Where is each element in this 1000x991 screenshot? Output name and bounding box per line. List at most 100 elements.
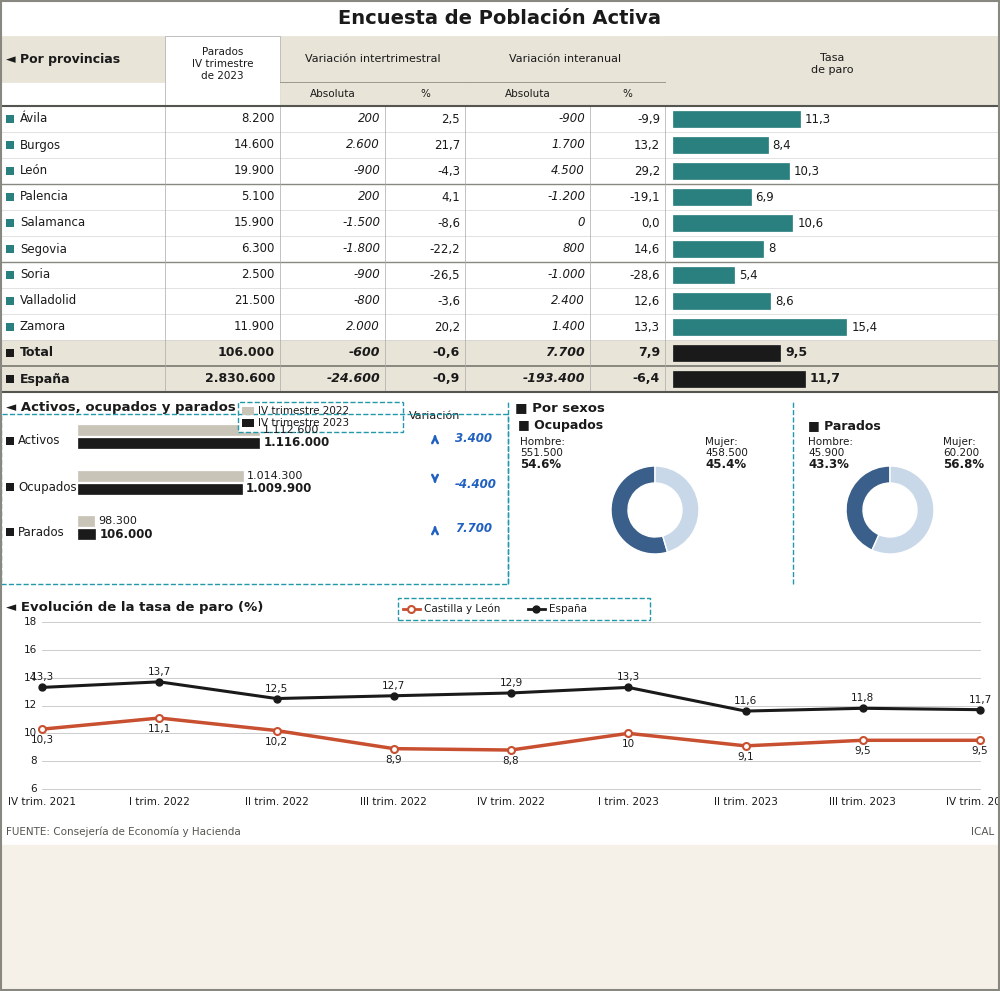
Text: Variación intertrimestral: Variación intertrimestral xyxy=(305,54,440,64)
Bar xyxy=(0,158,1000,184)
Text: IV trimestre 2022: IV trimestre 2022 xyxy=(258,406,349,416)
Bar xyxy=(6,323,14,331)
Text: 6.300: 6.300 xyxy=(242,243,275,256)
Text: 1.112.600: 1.112.600 xyxy=(263,425,319,435)
Text: -9,9: -9,9 xyxy=(637,113,660,126)
Text: 4.500: 4.500 xyxy=(551,165,585,177)
Text: 10,3: 10,3 xyxy=(30,735,54,745)
Text: 18: 18 xyxy=(24,617,37,627)
Text: %: % xyxy=(420,89,430,99)
Text: %: % xyxy=(623,89,632,99)
Bar xyxy=(0,36,1000,436)
Bar xyxy=(6,245,14,253)
Bar xyxy=(6,167,14,175)
Text: 8.200: 8.200 xyxy=(242,113,275,126)
Text: -0,6: -0,6 xyxy=(433,347,460,360)
Wedge shape xyxy=(611,466,668,554)
Bar xyxy=(0,340,1000,366)
Text: Parados: Parados xyxy=(18,525,65,538)
Text: 2.000: 2.000 xyxy=(346,320,380,334)
Bar xyxy=(78,529,95,539)
Text: Variación: Variación xyxy=(409,411,461,421)
Text: I trim. 2022: I trim. 2022 xyxy=(129,797,190,807)
Text: 60.200: 60.200 xyxy=(943,448,979,458)
Text: -19,1: -19,1 xyxy=(629,190,660,203)
Text: Absoluta: Absoluta xyxy=(505,89,550,99)
Text: Segovia: Segovia xyxy=(20,243,67,256)
Bar xyxy=(6,349,14,357)
Text: 10: 10 xyxy=(622,739,635,749)
Bar xyxy=(6,375,14,383)
Text: -22,2: -22,2 xyxy=(429,243,460,256)
Bar xyxy=(6,271,14,279)
Bar xyxy=(673,111,800,127)
Text: -800: -800 xyxy=(353,294,380,307)
Text: 7.700: 7.700 xyxy=(545,347,585,360)
Text: 8: 8 xyxy=(768,243,775,256)
Bar xyxy=(280,82,465,106)
Text: 9,5: 9,5 xyxy=(785,347,807,360)
Bar xyxy=(6,219,14,227)
Text: Hombre:: Hombre: xyxy=(808,437,853,447)
Bar xyxy=(0,36,1000,82)
Bar xyxy=(78,484,242,494)
Text: -1.500: -1.500 xyxy=(342,216,380,230)
Bar xyxy=(6,115,14,123)
Text: ■ Ocupados: ■ Ocupados xyxy=(518,419,603,432)
Text: Ávila: Ávila xyxy=(20,113,48,126)
Text: 7,9: 7,9 xyxy=(638,347,660,360)
Bar xyxy=(6,483,14,491)
Text: 29,2: 29,2 xyxy=(634,165,660,177)
Text: 14.600: 14.600 xyxy=(234,139,275,152)
Text: 12,5: 12,5 xyxy=(265,684,288,694)
Text: 11,7: 11,7 xyxy=(810,373,841,385)
Text: 21,7: 21,7 xyxy=(434,139,460,152)
Text: 14: 14 xyxy=(24,673,37,683)
Text: 2.830.600: 2.830.600 xyxy=(205,373,275,385)
Text: 200: 200 xyxy=(358,190,380,203)
Text: 20,2: 20,2 xyxy=(434,320,460,334)
Bar xyxy=(0,392,1000,588)
Text: Absoluta: Absoluta xyxy=(310,89,355,99)
Text: Mujer:: Mujer: xyxy=(705,437,738,447)
Text: Hombre:: Hombre: xyxy=(520,437,565,447)
Bar xyxy=(6,437,14,445)
Text: 1.116.000: 1.116.000 xyxy=(263,436,330,450)
Text: IV trim. 2022: IV trim. 2022 xyxy=(477,797,545,807)
Text: 4,1: 4,1 xyxy=(441,190,460,203)
Text: 43.3%: 43.3% xyxy=(808,458,849,471)
Text: ◄ Por provincias: ◄ Por provincias xyxy=(6,53,120,65)
Text: 13,3: 13,3 xyxy=(634,320,660,334)
Text: 13,7: 13,7 xyxy=(148,667,171,677)
Bar xyxy=(165,36,280,106)
Text: IV trim. 2023: IV trim. 2023 xyxy=(946,797,1000,807)
Text: 800: 800 xyxy=(562,243,585,256)
Text: Encuesta de Población Activa: Encuesta de Población Activa xyxy=(338,9,662,28)
Bar xyxy=(0,132,1000,158)
Text: -193.400: -193.400 xyxy=(522,373,585,385)
Text: 12,9: 12,9 xyxy=(499,678,523,688)
Text: IV trim. 2021: IV trim. 2021 xyxy=(8,797,76,807)
Bar xyxy=(0,106,1000,132)
Text: Ocupados: Ocupados xyxy=(18,481,77,494)
Text: -26,5: -26,5 xyxy=(430,269,460,281)
Text: III trim. 2023: III trim. 2023 xyxy=(829,797,896,807)
Bar xyxy=(78,471,243,481)
Text: ICAL: ICAL xyxy=(971,827,994,837)
Text: 8,8: 8,8 xyxy=(503,756,519,766)
Text: Burgos: Burgos xyxy=(20,139,61,152)
Bar xyxy=(6,297,14,305)
Text: 106.000: 106.000 xyxy=(218,347,275,360)
Text: -4.400: -4.400 xyxy=(455,478,497,491)
Bar xyxy=(78,425,259,435)
Text: 1.009.900: 1.009.900 xyxy=(246,483,312,496)
Text: 8,4: 8,4 xyxy=(772,139,791,152)
Text: 6: 6 xyxy=(30,784,37,794)
Text: 6,9: 6,9 xyxy=(756,190,774,203)
Text: I trim. 2023: I trim. 2023 xyxy=(598,797,659,807)
Text: España: España xyxy=(20,373,71,385)
Bar xyxy=(673,163,789,179)
Text: 9,1: 9,1 xyxy=(737,752,754,762)
Text: -6,4: -6,4 xyxy=(633,373,660,385)
Text: 1.700: 1.700 xyxy=(551,139,585,152)
